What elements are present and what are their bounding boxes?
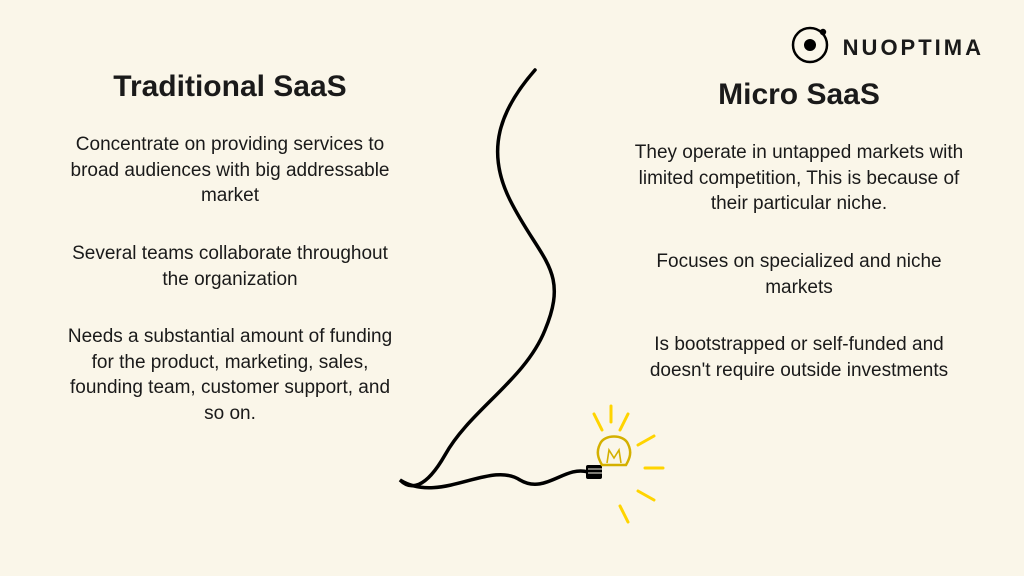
traditional-title: Traditional SaaS <box>113 70 346 104</box>
traditional-point-2: Several teams collaborate throughout the… <box>60 241 400 292</box>
micro-point-1: They operate in untapped markets with li… <box>624 140 974 217</box>
traditional-point-1: Concentrate on providing services to bro… <box>60 132 400 209</box>
traditional-point-3: Needs a substantial amount of funding fo… <box>60 324 400 427</box>
micro-title: Micro SaaS <box>718 78 880 112</box>
micro-saas-column: Micro SaaS They operate in untapped mark… <box>594 70 1024 550</box>
brand-name: NUOPTIMA <box>843 35 984 61</box>
traditional-saas-column: Traditional SaaS Concentrate on providin… <box>0 70 430 550</box>
brand-logo-icon <box>789 24 831 71</box>
comparison-columns: Traditional SaaS Concentrate on providin… <box>0 70 1024 550</box>
micro-point-3: Is bootstrapped or self-funded and doesn… <box>624 332 974 383</box>
micro-point-2: Focuses on specialized and niche markets <box>624 249 974 300</box>
brand-logo: NUOPTIMA <box>789 24 984 71</box>
